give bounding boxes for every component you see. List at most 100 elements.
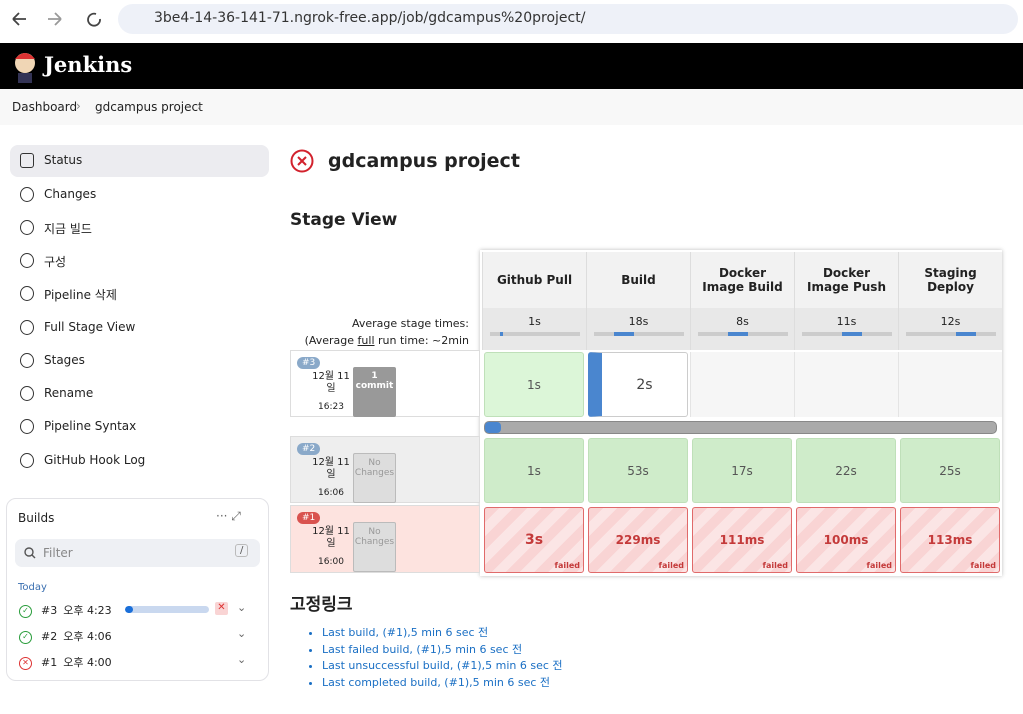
menu-label: Full Stage View xyxy=(44,320,136,334)
build-number: #1 xyxy=(41,656,58,669)
menu-item[interactable]: Rename xyxy=(10,378,269,410)
permalinks: Last build, (#1),5 min 6 sec 전 Last faile… xyxy=(290,625,563,692)
permalink[interactable]: Last failed build, (#1),5 min 6 sec 전 xyxy=(322,642,523,656)
run-number[interactable]: #2 xyxy=(297,443,321,455)
avg-bar xyxy=(801,332,892,336)
menu-item[interactable]: Changes xyxy=(10,179,269,211)
search-icon xyxy=(24,547,36,559)
stage-cell[interactable]: 1s xyxy=(484,438,584,503)
stage-cell-empty xyxy=(898,352,1002,417)
permalink-item: Last unsuccessful build, (#1),5 min 6 se… xyxy=(322,658,563,675)
sep: › xyxy=(76,99,81,113)
stage-view-heading: Stage View xyxy=(290,210,398,230)
stage-header: Github Pull xyxy=(482,252,586,308)
permalink[interactable]: Last build, (#1),5 min 6 sec 전 xyxy=(322,626,489,639)
stage-cell[interactable]: 25s xyxy=(900,438,1000,503)
filter-input[interactable]: Filter / xyxy=(15,539,260,567)
menu-icon xyxy=(20,386,34,401)
avg-time: 18s xyxy=(586,308,690,350)
avg-bar xyxy=(905,332,996,336)
stage-cell[interactable]: 100ms failed xyxy=(796,507,896,573)
menu-icon xyxy=(20,153,34,168)
stage-cell-empty xyxy=(690,352,794,417)
menu-item[interactable]: Pipeline Syntax xyxy=(10,411,269,443)
menu-item[interactable]: Stages xyxy=(10,345,269,377)
menu-icon xyxy=(20,253,34,268)
job-title: gdcampus project xyxy=(328,150,520,172)
builds-menu[interactable]: ··· ⤢ xyxy=(216,509,241,523)
run-number[interactable]: #3 xyxy=(297,357,321,369)
cell-note: failed xyxy=(970,561,996,570)
avg-run-link[interactable]: full xyxy=(357,334,375,347)
jenkins-logo[interactable] xyxy=(12,49,38,83)
avg-bar xyxy=(697,332,788,336)
build-row[interactable]: ✓ #2 오후 4:06 ⌄ xyxy=(19,627,246,644)
stage-cell[interactable]: 53s xyxy=(588,438,688,503)
menu-item[interactable]: GitHub Hook Log xyxy=(10,445,269,477)
permalinks-heading: 고정링크 xyxy=(290,595,353,615)
menu-item[interactable]: 구성 xyxy=(10,245,269,277)
run-changes[interactable]: No Changes xyxy=(353,522,396,572)
nav-buttons[interactable] xyxy=(10,10,105,30)
stage-cell[interactable]: 1s xyxy=(484,352,584,417)
build-row[interactable]: ✕ #1 오후 4:00 ⌄ xyxy=(19,653,246,670)
run-time: 16:06 xyxy=(318,488,344,498)
run-date: 12월 11 일 xyxy=(312,371,350,394)
avg-bar xyxy=(593,332,684,336)
stage-cell[interactable]: 113ms failed xyxy=(900,507,1000,573)
menu-label: Status xyxy=(44,153,83,167)
menu-label: Changes xyxy=(44,187,97,201)
run-number[interactable]: #1 xyxy=(297,512,321,524)
build-status-icon: ✕ xyxy=(19,656,32,670)
menu-item[interactable]: Status xyxy=(10,145,269,177)
stage-cell[interactable]: 229ms failed xyxy=(588,507,688,573)
builds-panel: Builds ··· ⤢ Filter / Today ✓ #3 오후 4:23 ✕ ⌄… xyxy=(6,498,269,681)
menu-label: Pipeline Syntax xyxy=(44,419,137,433)
status-icon xyxy=(290,149,314,173)
stage-cell[interactable]: 17s xyxy=(692,438,792,503)
permalink-item: Last completed build, (#1),5 min 6 sec 전 xyxy=(322,675,563,692)
menu-item[interactable]: 지금 빌드 xyxy=(10,212,269,244)
build-number: #2 xyxy=(41,630,58,643)
crumb[interactable]: Dashboard xyxy=(12,100,78,114)
run-date: 12월 11 일 xyxy=(312,526,350,549)
cell-note: failed xyxy=(866,561,892,570)
menu-label: Pipeline 삭제 xyxy=(44,288,117,302)
run-progress xyxy=(484,421,997,434)
menu-icon xyxy=(20,220,34,235)
brand[interactable]: Jenkins xyxy=(44,52,133,77)
avg-bar xyxy=(489,332,580,336)
crumb[interactable]: gdcampus project xyxy=(95,100,203,114)
run-changes[interactable]: 1 commit xyxy=(353,367,396,417)
run-date: 12월 11 일 xyxy=(312,457,350,480)
stage-header: Docker Image Push xyxy=(794,252,898,308)
permalink[interactable]: Last unsuccessful build, (#1),5 min 6 se… xyxy=(322,659,563,673)
build-progress xyxy=(125,606,209,613)
build-row[interactable]: ✓ #3 오후 4:23 ✕ ⌄ xyxy=(19,601,246,618)
browser-bar: 3be4-14-36-141-71.ngrok-free.app/job/gdc… xyxy=(0,0,1023,43)
avg-time-text: 11s xyxy=(836,315,857,328)
avg-time: 1s xyxy=(482,308,586,350)
stage-cell[interactable]: 22s xyxy=(796,438,896,503)
menu-icon xyxy=(20,353,34,368)
abort-button[interactable]: ✕ xyxy=(215,602,228,615)
stage-cell[interactable]: 2s xyxy=(588,352,688,417)
permalink[interactable]: Last completed build, (#1),5 min 6 sec 전 xyxy=(322,676,550,690)
avg-time: 11s xyxy=(794,308,898,350)
menu-icon xyxy=(20,320,34,335)
menu-item[interactable]: Full Stage View xyxy=(10,312,269,344)
build-time: 오후 4:00 xyxy=(63,656,112,669)
build-time: 오후 4:23 xyxy=(63,604,112,617)
stage-cell[interactable]: 3s failed xyxy=(484,507,584,573)
menu-item[interactable]: Pipeline 삭제 xyxy=(10,278,269,310)
url-bar[interactable]: 3be4-14-36-141-71.ngrok-free.app/job/gdc… xyxy=(118,4,1018,34)
run-changes[interactable]: No Changes xyxy=(353,453,396,503)
expand-icon[interactable]: ⌄ xyxy=(237,627,247,640)
expand-icon[interactable]: ⌄ xyxy=(237,653,247,666)
run-info: #2 12월 11 일 16:06 No Changes xyxy=(290,436,480,503)
stage-cell[interactable]: 111ms failed xyxy=(692,507,792,573)
build-time: 오후 4:06 xyxy=(63,630,112,643)
cell-note: failed xyxy=(554,561,580,570)
expand-icon[interactable]: ⌄ xyxy=(237,601,247,614)
menu-label: Stages xyxy=(44,353,85,367)
